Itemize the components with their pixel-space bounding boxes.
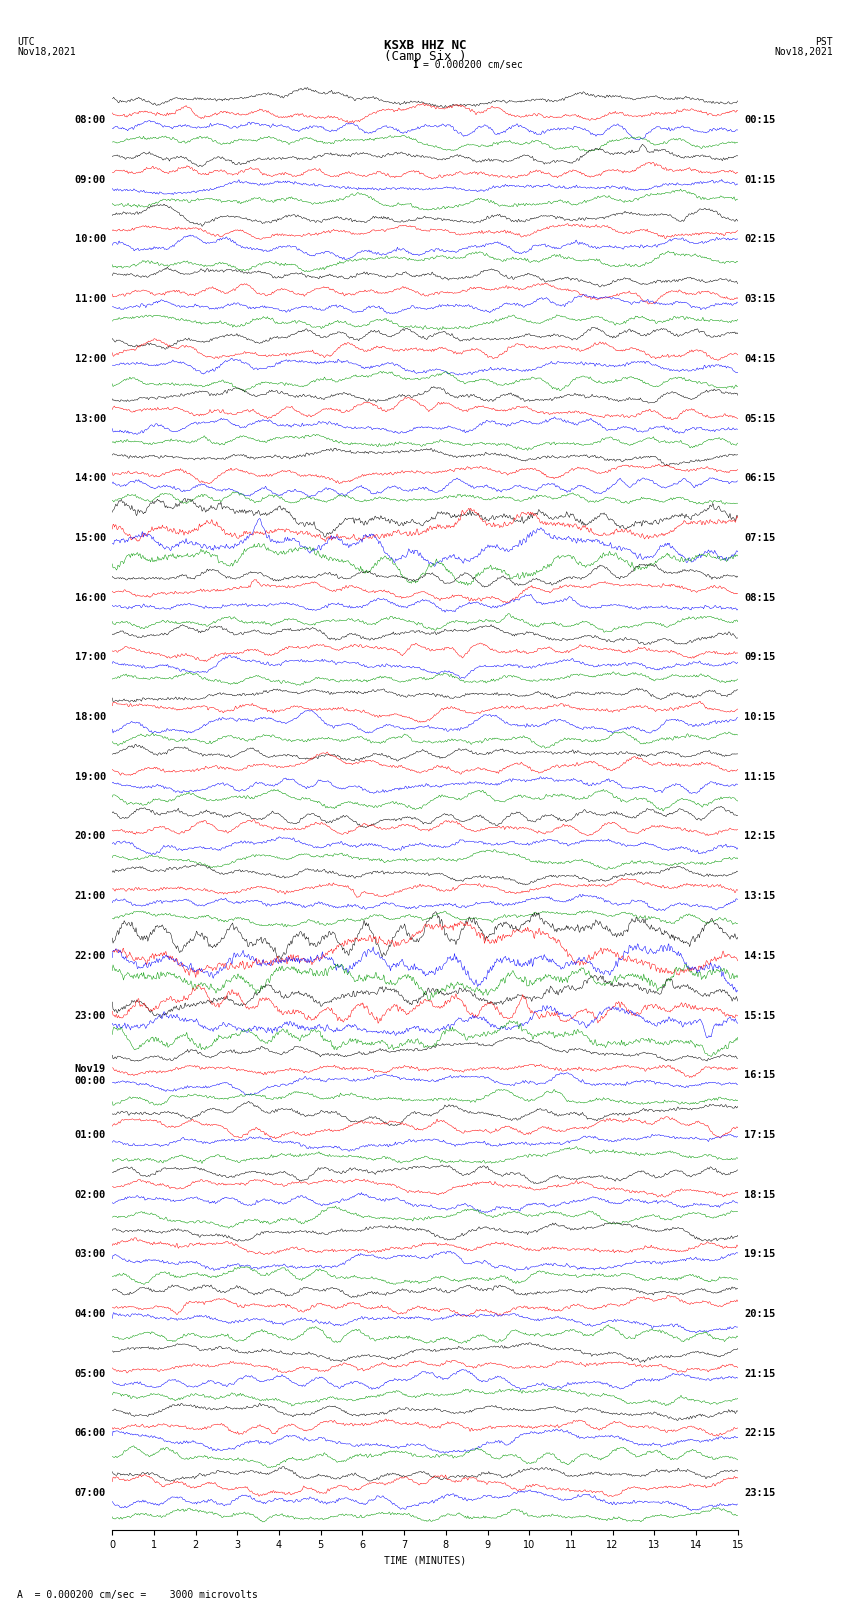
Text: 23:00: 23:00 xyxy=(75,1011,106,1021)
Text: 01:00: 01:00 xyxy=(75,1131,106,1140)
Text: 00:15: 00:15 xyxy=(744,115,775,126)
Text: 05:15: 05:15 xyxy=(744,413,775,424)
Text: 08:00: 08:00 xyxy=(75,115,106,126)
Text: 23:15: 23:15 xyxy=(744,1489,775,1498)
Text: 20:15: 20:15 xyxy=(744,1310,775,1319)
Text: 03:00: 03:00 xyxy=(75,1250,106,1260)
Text: KSXB HHZ NC: KSXB HHZ NC xyxy=(383,39,467,52)
Text: Nov18,2021: Nov18,2021 xyxy=(17,47,76,56)
Text: 04:15: 04:15 xyxy=(744,353,775,365)
Text: 21:00: 21:00 xyxy=(75,890,106,902)
Text: 19:00: 19:00 xyxy=(75,771,106,782)
Text: 08:15: 08:15 xyxy=(744,592,775,603)
Text: 14:15: 14:15 xyxy=(744,950,775,961)
Text: A  = 0.000200 cm/sec =    3000 microvolts: A = 0.000200 cm/sec = 3000 microvolts xyxy=(17,1590,258,1600)
Text: 13:00: 13:00 xyxy=(75,413,106,424)
Text: 02:15: 02:15 xyxy=(744,234,775,245)
Text: 22:00: 22:00 xyxy=(75,950,106,961)
Text: Nov19
00:00: Nov19 00:00 xyxy=(75,1065,106,1086)
Text: 18:15: 18:15 xyxy=(744,1190,775,1200)
Text: 07:15: 07:15 xyxy=(744,532,775,544)
Text: 22:15: 22:15 xyxy=(744,1429,775,1439)
Text: 09:00: 09:00 xyxy=(75,174,106,185)
Text: 11:15: 11:15 xyxy=(744,771,775,782)
Text: 19:15: 19:15 xyxy=(744,1250,775,1260)
Text: 09:15: 09:15 xyxy=(744,652,775,663)
Text: 12:00: 12:00 xyxy=(75,353,106,365)
Text: PST: PST xyxy=(815,37,833,47)
Text: Nov18,2021: Nov18,2021 xyxy=(774,47,833,56)
Text: 06:00: 06:00 xyxy=(75,1429,106,1439)
Text: 11:00: 11:00 xyxy=(75,294,106,305)
Text: 14:00: 14:00 xyxy=(75,473,106,484)
Text: 10:15: 10:15 xyxy=(744,711,775,723)
Text: 07:00: 07:00 xyxy=(75,1489,106,1498)
Text: 17:15: 17:15 xyxy=(744,1131,775,1140)
Text: 16:15: 16:15 xyxy=(744,1071,775,1081)
Text: = 0.000200 cm/sec: = 0.000200 cm/sec xyxy=(423,60,523,69)
Text: 03:15: 03:15 xyxy=(744,294,775,305)
Text: UTC: UTC xyxy=(17,37,35,47)
Text: 20:00: 20:00 xyxy=(75,831,106,842)
Text: (Camp Six ): (Camp Six ) xyxy=(383,50,467,63)
Text: 12:15: 12:15 xyxy=(744,831,775,842)
Text: 18:00: 18:00 xyxy=(75,711,106,723)
Text: 17:00: 17:00 xyxy=(75,652,106,663)
Text: 13:15: 13:15 xyxy=(744,890,775,902)
Text: 16:00: 16:00 xyxy=(75,592,106,603)
Text: 04:00: 04:00 xyxy=(75,1310,106,1319)
Text: 21:15: 21:15 xyxy=(744,1369,775,1379)
Text: 06:15: 06:15 xyxy=(744,473,775,484)
Text: 05:00: 05:00 xyxy=(75,1369,106,1379)
Text: 02:00: 02:00 xyxy=(75,1190,106,1200)
Text: 15:15: 15:15 xyxy=(744,1011,775,1021)
Text: 01:15: 01:15 xyxy=(744,174,775,185)
Text: I: I xyxy=(412,60,417,69)
X-axis label: TIME (MINUTES): TIME (MINUTES) xyxy=(384,1557,466,1566)
Text: 15:00: 15:00 xyxy=(75,532,106,544)
Text: 10:00: 10:00 xyxy=(75,234,106,245)
